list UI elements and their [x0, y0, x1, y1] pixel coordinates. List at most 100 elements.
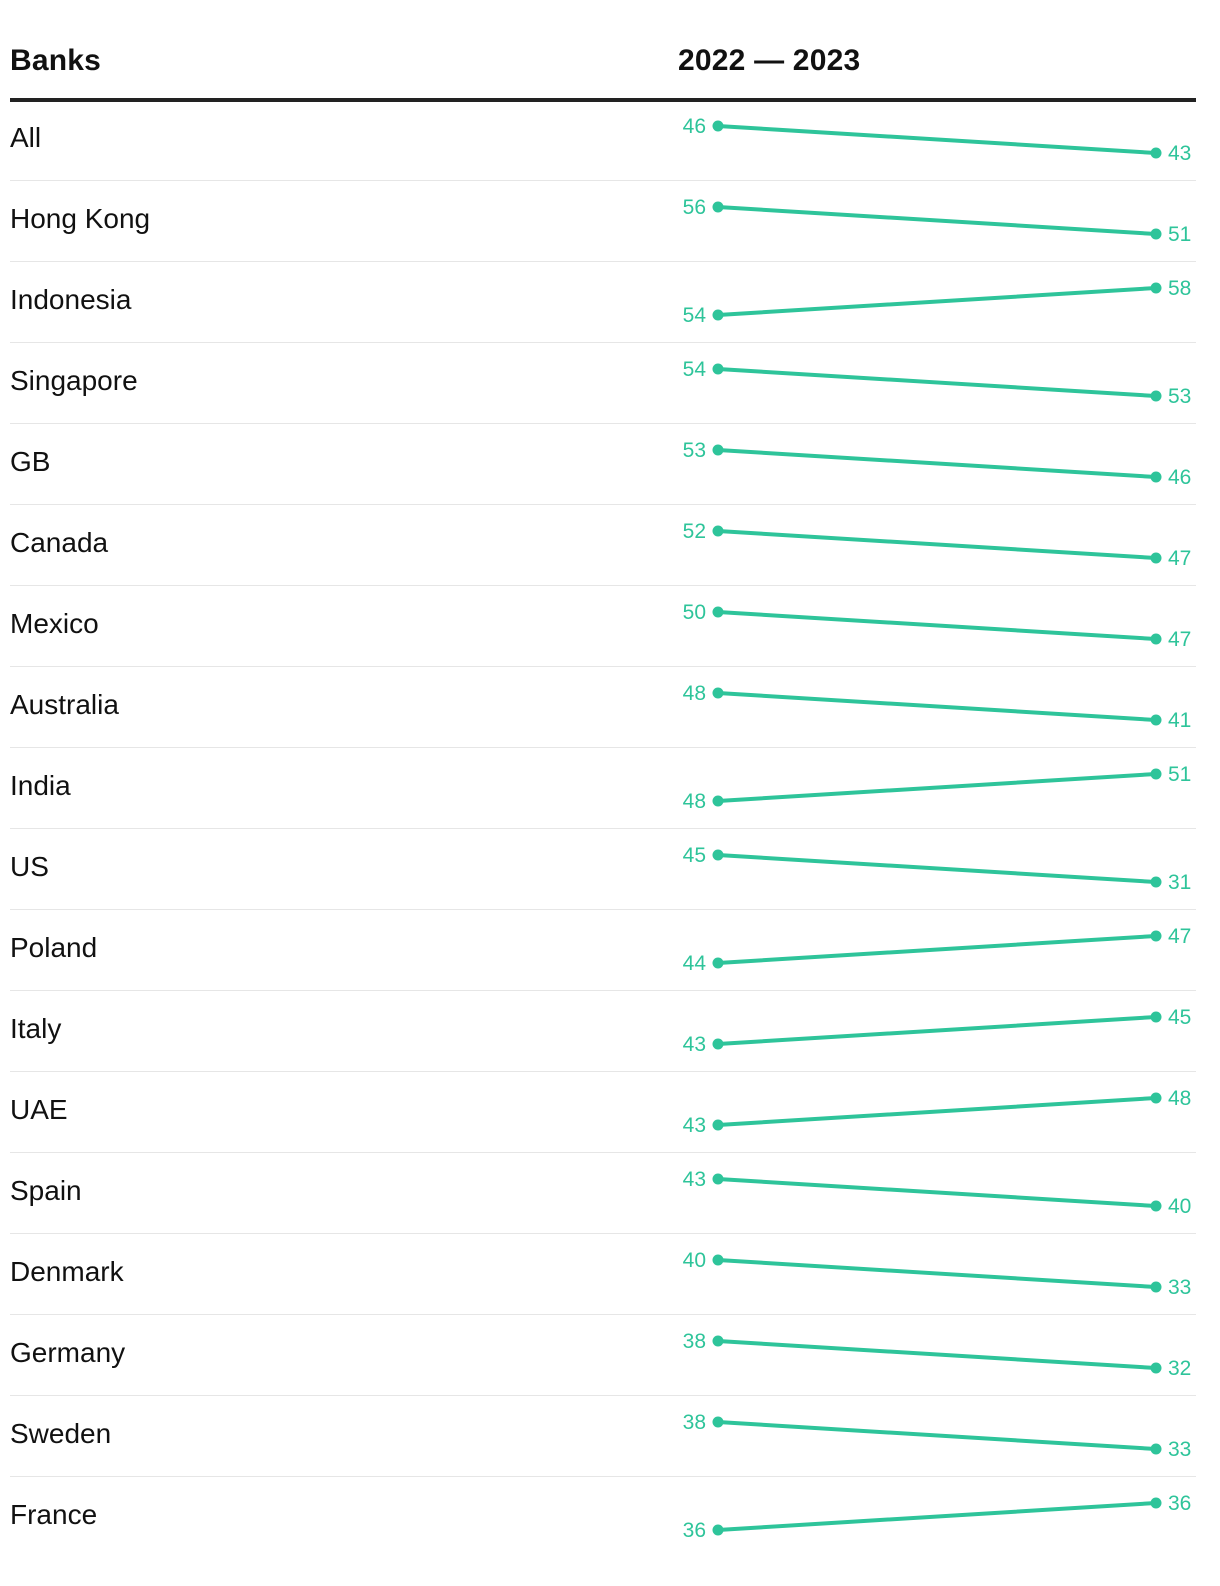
- point-2022: [712, 525, 724, 537]
- point-2023: [1150, 768, 1162, 780]
- slope-line: [716, 124, 1158, 155]
- point-2022: [712, 1335, 724, 1347]
- value-label-2022: 45: [683, 844, 706, 867]
- value-label-2023: 31: [1168, 871, 1191, 894]
- value-label-2022: 46: [683, 115, 706, 138]
- slope-line: [716, 934, 1158, 965]
- value-label-2023: 47: [1168, 925, 1191, 948]
- slope-line: [716, 691, 1158, 722]
- value-label-2022: 38: [683, 1330, 706, 1353]
- point-2022: [712, 120, 724, 132]
- value-label-2023: 43: [1168, 142, 1191, 165]
- point-2023: [1150, 147, 1162, 159]
- table-row: Indonesia: [10, 262, 1196, 343]
- table-row: Spain: [10, 1153, 1196, 1234]
- slope-line: [716, 1015, 1158, 1046]
- slope-line: [716, 1177, 1158, 1208]
- value-label-2022: 36: [683, 1519, 706, 1542]
- value-label-2023: 46: [1168, 466, 1191, 489]
- years-column-header: 2022 — 2023: [678, 44, 861, 77]
- value-label-2023: 41: [1168, 709, 1191, 732]
- table-row: Germany: [10, 1315, 1196, 1396]
- table-row: Mexico: [10, 586, 1196, 667]
- row-label: Poland: [10, 932, 98, 963]
- value-label-2022: 43: [683, 1114, 706, 1137]
- row-label: Australia: [10, 689, 119, 720]
- row-label: US: [10, 851, 49, 882]
- point-2023: [1150, 930, 1162, 942]
- point-2023: [1150, 1281, 1162, 1293]
- slope-line: [716, 772, 1158, 803]
- slope-line: [716, 1339, 1158, 1370]
- table-row: Sweden: [10, 1396, 1196, 1477]
- row-label: GB: [10, 446, 51, 477]
- point-2022: [712, 1038, 724, 1050]
- row-label: Mexico: [10, 608, 99, 639]
- slope-line: [716, 610, 1158, 641]
- point-2023: [1150, 228, 1162, 240]
- table-row: India: [10, 748, 1196, 829]
- slope-line: [716, 1420, 1158, 1451]
- value-label-2023: 47: [1168, 547, 1191, 570]
- point-2023: [1150, 876, 1162, 888]
- value-label-2022: 54: [683, 304, 707, 327]
- value-label-2022: 40: [683, 1249, 706, 1272]
- value-label-2023: 48: [1168, 1087, 1191, 1110]
- slope-line: [716, 448, 1158, 479]
- value-label-2022: 48: [683, 790, 706, 813]
- slope-line: [716, 1258, 1158, 1289]
- point-2022: [712, 1524, 724, 1536]
- point-2022: [712, 1254, 724, 1266]
- table-row: Italy: [10, 991, 1196, 1072]
- value-label-2023: 40: [1168, 1195, 1191, 1218]
- table-row: Hong Kong: [10, 181, 1196, 262]
- table-row: Canada: [10, 505, 1196, 586]
- slope-line: [716, 1096, 1158, 1127]
- value-label-2023: 32: [1168, 1357, 1191, 1380]
- table-row: All: [10, 100, 1196, 181]
- point-2023: [1150, 282, 1162, 294]
- value-label-2023: 58: [1168, 277, 1191, 300]
- table-row: US: [10, 829, 1196, 910]
- point-2023: [1150, 1443, 1162, 1455]
- row-label: Canada: [10, 527, 109, 558]
- value-label-2022: 43: [683, 1168, 706, 1191]
- value-label-2022: 44: [683, 952, 707, 975]
- row-label: India: [10, 770, 71, 801]
- row-label: Sweden: [10, 1418, 112, 1449]
- table-row: France: [10, 1477, 1196, 1558]
- value-label-2022: 53: [683, 439, 706, 462]
- point-2022: [712, 309, 724, 321]
- point-2022: [712, 444, 724, 456]
- row-label: Denmark: [10, 1256, 124, 1287]
- slope-line: [716, 529, 1158, 560]
- value-label-2023: 51: [1168, 763, 1191, 786]
- row-label: UAE: [10, 1094, 68, 1125]
- value-label-2022: 50: [683, 601, 706, 624]
- point-2022: [712, 849, 724, 861]
- point-2023: [1150, 1362, 1162, 1374]
- slope-line: [716, 1501, 1158, 1532]
- value-label-2022: 52: [683, 520, 706, 543]
- value-label-2023: 47: [1168, 628, 1191, 651]
- point-2023: [1150, 1200, 1162, 1212]
- value-label-2023: 51: [1168, 223, 1191, 246]
- value-label-2022: 48: [683, 682, 706, 705]
- value-label-2022: 56: [683, 196, 706, 219]
- point-2022: [712, 687, 724, 699]
- row-label: Germany: [10, 1337, 126, 1368]
- point-2022: [712, 201, 724, 213]
- table-row: Australia: [10, 667, 1196, 748]
- banks-column-header: Banks: [10, 44, 102, 77]
- point-2023: [1150, 633, 1162, 645]
- row-label: Italy: [10, 1013, 62, 1044]
- point-2023: [1150, 1011, 1162, 1023]
- point-2023: [1150, 390, 1162, 402]
- point-2022: [712, 795, 724, 807]
- slope-line: [716, 205, 1158, 236]
- point-2023: [1150, 1497, 1162, 1509]
- table-row: UAE: [10, 1072, 1196, 1153]
- table-row: Singapore: [10, 343, 1196, 424]
- point-2023: [1150, 1092, 1162, 1104]
